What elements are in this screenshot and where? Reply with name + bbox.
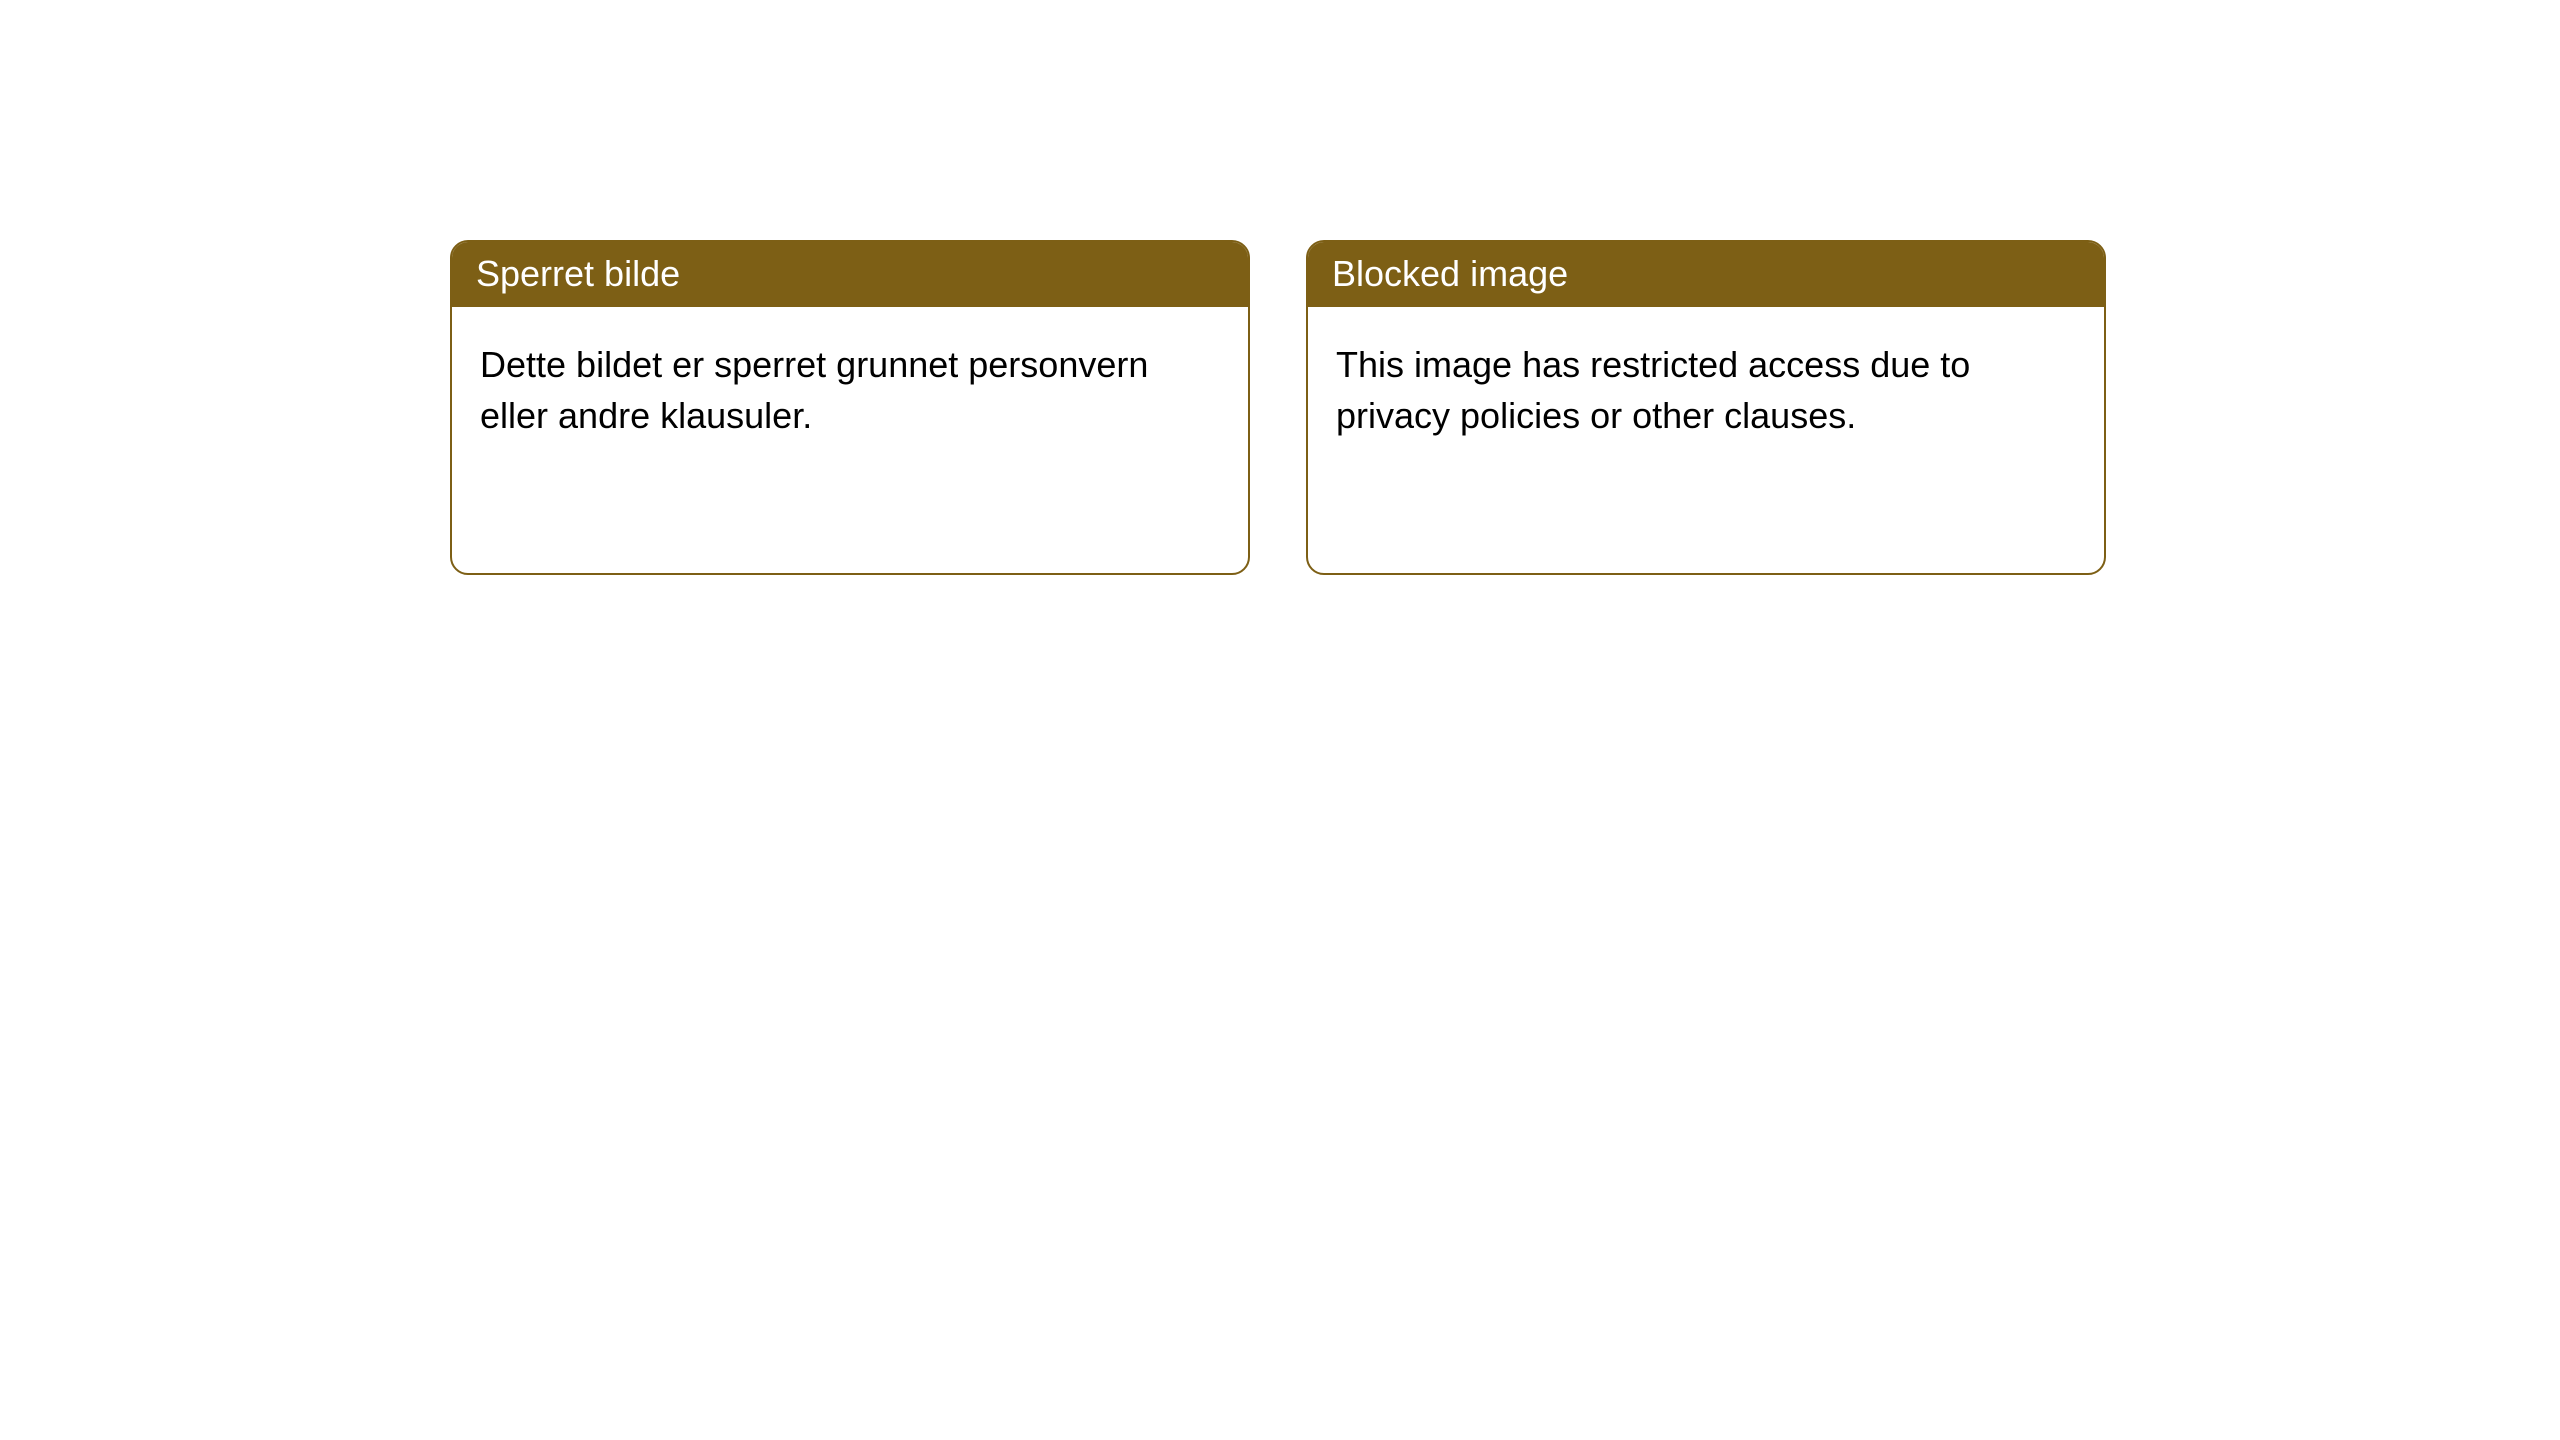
notice-card-english: Blocked image This image has restricted … — [1306, 240, 2106, 575]
card-body: Dette bildet er sperret grunnet personve… — [452, 307, 1248, 473]
card-title: Sperret bilde — [452, 242, 1248, 307]
notice-card-norwegian: Sperret bilde Dette bildet er sperret gr… — [450, 240, 1250, 575]
notice-cards-container: Sperret bilde Dette bildet er sperret gr… — [0, 0, 2560, 575]
card-title: Blocked image — [1308, 242, 2104, 307]
card-body: This image has restricted access due to … — [1308, 307, 2104, 473]
